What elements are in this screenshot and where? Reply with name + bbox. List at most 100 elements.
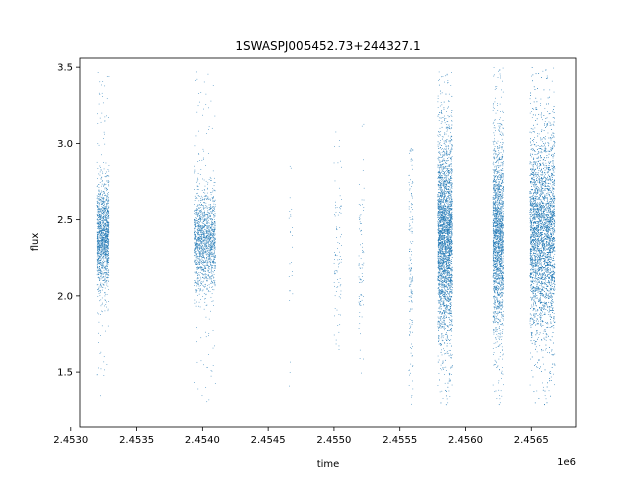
data-point [438,284,440,285]
data-point [208,274,209,276]
data-point [448,378,450,380]
data-point [97,251,99,253]
data-point [438,245,440,246]
data-point [105,207,106,209]
data-point [197,249,199,251]
data-point [202,249,203,251]
data-point [444,115,445,117]
data-point [207,278,209,279]
data-point [106,273,108,275]
data-point [203,255,204,257]
data-point [446,281,448,282]
data-point [449,313,451,314]
data-point [209,218,211,220]
data-point [411,232,413,234]
data-point [439,230,440,232]
data-point [203,208,204,210]
data-point [102,207,104,209]
data-point [195,256,197,257]
data-point [212,235,213,236]
data-point [361,372,362,374]
data-point [196,267,198,268]
data-point [101,266,103,268]
data-point [211,213,213,214]
data-point [209,225,210,226]
data-point [210,214,211,216]
data-point [97,260,98,261]
data-point [200,200,202,201]
data-point [445,118,447,119]
data-point [99,227,101,229]
data-point [102,311,103,313]
data-point [108,272,110,273]
data-point [363,207,365,208]
data-point [444,208,445,209]
data-point [214,244,215,246]
data-point [212,231,214,232]
data-point [104,260,105,262]
data-point [106,284,108,286]
data-point [100,270,101,272]
data-point [101,249,103,250]
data-point [411,320,413,321]
data-point [359,301,361,302]
data-point [105,214,107,216]
data-point [106,265,108,267]
data-point [97,241,99,243]
data-point [104,183,105,185]
data-point [200,241,202,243]
data-point [98,249,99,250]
data-point [104,291,106,293]
data-point [194,220,196,222]
data-point [102,247,103,249]
data-point [210,276,212,278]
data-point [212,246,213,248]
data-point [210,252,211,254]
data-point [102,203,103,205]
data-point [195,235,196,237]
data-point [444,234,446,236]
data-point [203,248,205,250]
data-point [336,229,338,231]
data-point [196,218,197,219]
data-point [445,242,447,243]
data-point [209,245,211,247]
data-point [198,251,200,253]
data-point [211,230,212,231]
data-point [202,259,203,261]
data-point [101,245,103,247]
data-point [98,198,99,200]
data-point [106,294,108,295]
data-point [441,202,443,203]
data-point [98,269,99,271]
data-point [443,280,445,282]
data-point [209,239,211,240]
data-point [97,249,99,251]
data-point [409,286,411,287]
data-point [449,214,451,216]
data-point [104,116,106,118]
data-point [443,310,444,312]
data-point [98,247,100,248]
data-point [440,344,442,345]
data-point [198,301,200,303]
data-point [200,246,202,247]
data-point [411,292,413,294]
data-point [106,273,108,275]
data-point [212,252,213,254]
data-point [206,231,208,233]
data-point [443,182,444,183]
data-point [210,208,212,209]
data-point [203,234,204,236]
data-point [340,208,341,210]
data-point [101,254,102,256]
data-point [194,169,196,171]
data-point [198,101,200,103]
data-point [213,197,214,198]
data-point [201,251,203,252]
data-point [451,234,453,236]
data-point [444,237,446,239]
data-point [334,259,335,260]
data-point [438,320,439,322]
data-point [198,195,199,197]
